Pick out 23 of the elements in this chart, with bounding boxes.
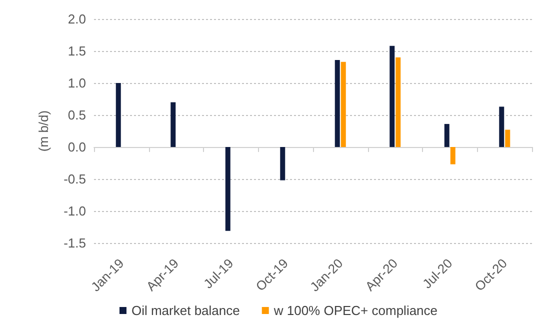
bar	[505, 130, 510, 147]
bar	[444, 124, 450, 147]
y-tick-label: 1.5	[68, 44, 86, 58]
y-tick-label: 0.5	[68, 108, 86, 122]
y-tick-label: -1.0	[64, 204, 86, 218]
legend-label: w 100% OPEC+ compliance	[272, 303, 438, 318]
bar	[340, 62, 346, 147]
y-tick-label: 0.0	[68, 140, 86, 154]
bar	[280, 147, 286, 180]
bar	[396, 57, 401, 147]
bar	[225, 147, 230, 231]
bar	[499, 106, 504, 147]
y-tick-label: -1.5	[64, 236, 86, 250]
bar	[116, 83, 121, 147]
legend-label: Oil market balance	[131, 303, 240, 318]
bar	[450, 147, 456, 164]
bar	[334, 60, 340, 147]
y-tick-label: 2.0	[68, 12, 86, 26]
y-tick-label: 1.0	[68, 76, 86, 90]
y-axis-title: (m b/d)	[36, 110, 51, 152]
bar	[170, 102, 176, 147]
y-tick-label: -0.5	[64, 172, 86, 186]
bar	[390, 46, 395, 147]
